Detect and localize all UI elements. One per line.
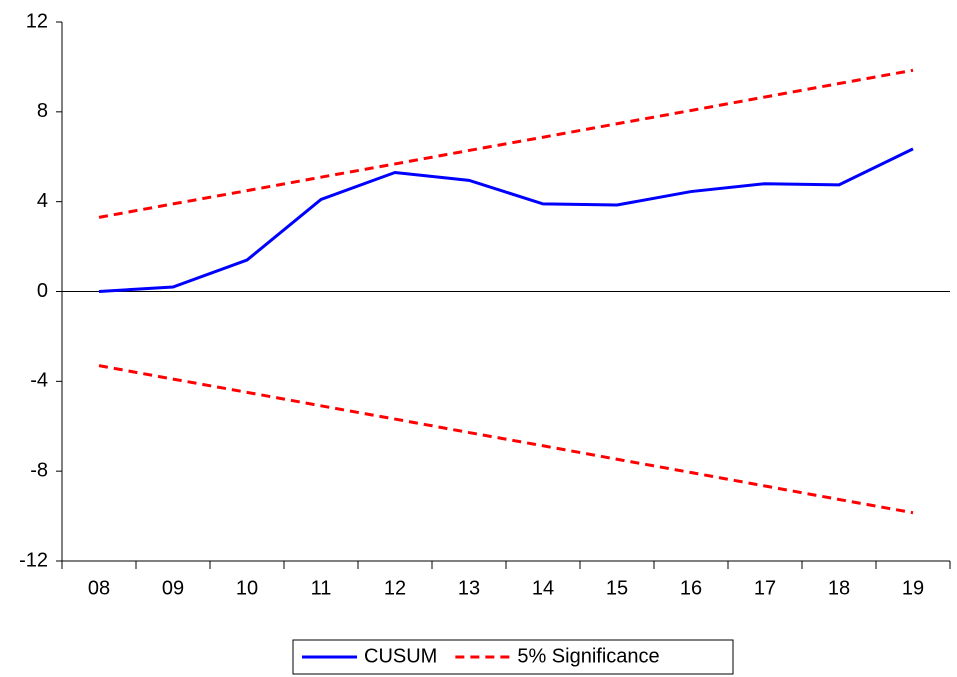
x-tick-label: 14 bbox=[532, 577, 554, 599]
x-tick-label: 12 bbox=[384, 577, 406, 599]
x-tick-label: 08 bbox=[88, 577, 110, 599]
series-line bbox=[98, 364, 914, 515]
x-tick-label: 09 bbox=[162, 577, 184, 599]
x-tick-label: 10 bbox=[236, 577, 258, 599]
legend-label: 5% Significance bbox=[517, 645, 659, 667]
x-tick-label: 17 bbox=[754, 577, 776, 599]
x-tick-label: 16 bbox=[680, 577, 702, 599]
y-tick-label: -8 bbox=[30, 459, 48, 481]
x-tick-label: 13 bbox=[458, 577, 480, 599]
x-tick-label: 19 bbox=[902, 577, 924, 599]
y-tick-label: -4 bbox=[30, 370, 48, 392]
legend-label: CUSUM bbox=[364, 645, 437, 667]
y-tick-label: 0 bbox=[37, 280, 48, 302]
y-tick-label: -12 bbox=[19, 549, 48, 571]
series-line bbox=[98, 68, 914, 219]
x-tick-label: 18 bbox=[828, 577, 850, 599]
legend-box bbox=[292, 639, 734, 675]
y-tick-label: 12 bbox=[26, 10, 48, 32]
x-tick-label: 11 bbox=[311, 577, 332, 599]
series-line bbox=[98, 147, 914, 293]
y-tick-label: 8 bbox=[37, 100, 48, 122]
x-tick-label: 15 bbox=[606, 577, 628, 599]
y-tick-label: 4 bbox=[37, 190, 48, 212]
